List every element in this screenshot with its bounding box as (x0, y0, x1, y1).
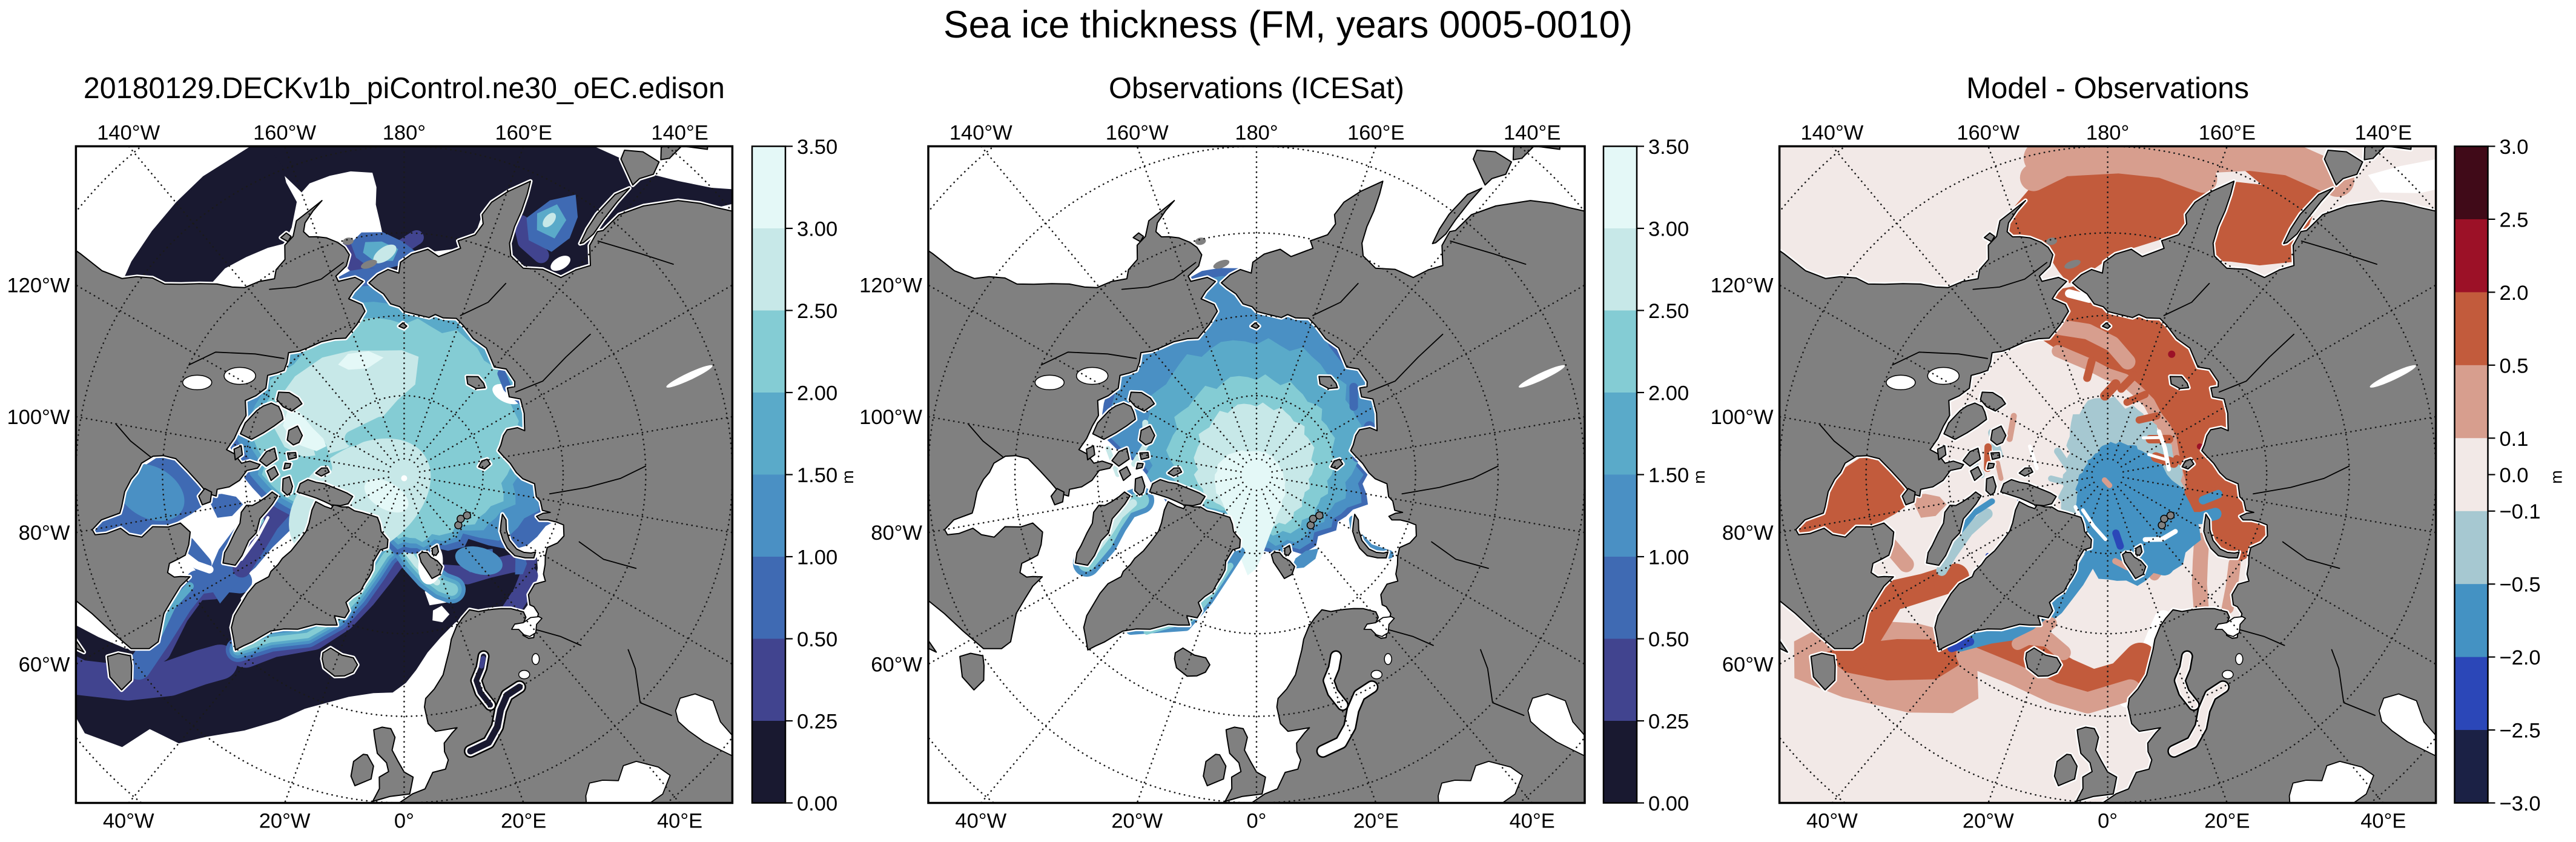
svg-text:−3.0: −3.0 (2500, 792, 2541, 815)
svg-text:2.5: 2.5 (2500, 208, 2529, 231)
svg-text:20°E: 20°E (1353, 810, 1399, 833)
svg-text:160°E: 160°E (495, 122, 552, 145)
svg-text:180°: 180° (383, 122, 426, 145)
svg-text:140°W: 140°W (97, 122, 160, 145)
svg-text:3.00: 3.00 (797, 218, 837, 241)
svg-text:0°: 0° (394, 810, 414, 833)
svg-text:1.50: 1.50 (1648, 464, 1689, 487)
svg-text:Observations (ICESat): Observations (ICESat) (1109, 72, 1404, 105)
svg-text:m: m (839, 470, 857, 484)
svg-text:m: m (1690, 470, 1708, 484)
svg-text:Model - Observations: Model - Observations (1966, 72, 2249, 105)
svg-text:3.50: 3.50 (1648, 136, 1689, 159)
svg-text:0.0: 0.0 (2500, 464, 2529, 487)
svg-text:100°W: 100°W (1711, 406, 1774, 429)
svg-text:3.00: 3.00 (1648, 218, 1689, 241)
svg-text:160°W: 160°W (1957, 122, 2020, 145)
svg-text:160°W: 160°W (1106, 122, 1169, 145)
svg-text:0.1: 0.1 (2500, 428, 2529, 451)
svg-text:60°W: 60°W (19, 654, 70, 677)
svg-text:2.0: 2.0 (2500, 282, 2529, 305)
svg-text:2.00: 2.00 (1648, 382, 1689, 405)
svg-text:3.0: 3.0 (2500, 136, 2529, 159)
svg-text:60°W: 60°W (871, 654, 922, 677)
svg-text:1.50: 1.50 (797, 464, 837, 487)
svg-text:20°W: 20°W (1111, 810, 1163, 833)
svg-text:m: m (2548, 470, 2566, 484)
svg-text:140°W: 140°W (1800, 122, 1863, 145)
svg-text:2.00: 2.00 (797, 382, 837, 405)
svg-text:20°W: 20°W (1963, 810, 2014, 833)
svg-text:40°E: 40°E (2360, 810, 2406, 833)
svg-text:100°W: 100°W (7, 406, 70, 429)
svg-text:−2.0: −2.0 (2500, 646, 2541, 669)
svg-text:0.00: 0.00 (1648, 792, 1689, 815)
svg-text:160°E: 160°E (2199, 122, 2256, 145)
svg-text:140°E: 140°E (1504, 122, 1560, 145)
svg-text:40°E: 40°E (657, 810, 702, 833)
svg-text:2.50: 2.50 (1648, 300, 1689, 323)
svg-text:80°W: 80°W (871, 522, 922, 545)
svg-text:80°W: 80°W (1722, 522, 1774, 545)
svg-text:0.50: 0.50 (797, 628, 837, 651)
svg-text:1.00: 1.00 (1648, 546, 1689, 569)
svg-text:180°: 180° (2086, 122, 2129, 145)
svg-text:0.25: 0.25 (1648, 711, 1689, 734)
svg-text:−0.5: −0.5 (2500, 574, 2541, 597)
svg-text:Sea ice thickness (FM, years 0: Sea ice thickness (FM, years 0005-0010) (943, 4, 1633, 46)
svg-text:0.5: 0.5 (2500, 354, 2529, 377)
svg-text:120°W: 120°W (859, 274, 922, 297)
svg-text:160°E: 160°E (1347, 122, 1404, 145)
svg-text:−2.5: −2.5 (2500, 720, 2541, 743)
svg-text:140°E: 140°E (2355, 122, 2412, 145)
svg-text:0°: 0° (2098, 810, 2118, 833)
svg-text:120°W: 120°W (1711, 274, 1774, 297)
svg-text:0.00: 0.00 (797, 792, 837, 815)
svg-text:180°: 180° (1235, 122, 1278, 145)
svg-text:40°W: 40°W (103, 810, 154, 833)
svg-text:80°W: 80°W (19, 522, 70, 545)
svg-text:1.00: 1.00 (797, 546, 837, 569)
svg-text:40°W: 40°W (955, 810, 1006, 833)
svg-text:20°E: 20°E (2204, 810, 2250, 833)
svg-text:40°W: 40°W (1806, 810, 1858, 833)
svg-text:2.50: 2.50 (797, 300, 837, 323)
svg-text:140°E: 140°E (651, 122, 708, 145)
svg-text:20°W: 20°W (259, 810, 311, 833)
svg-text:0.25: 0.25 (797, 711, 837, 734)
svg-text:60°W: 60°W (1722, 654, 1774, 677)
svg-text:−0.1: −0.1 (2500, 500, 2541, 523)
svg-text:120°W: 120°W (7, 274, 70, 297)
svg-text:0.50: 0.50 (1648, 628, 1689, 651)
svg-text:3.50: 3.50 (797, 136, 837, 159)
svg-text:20°E: 20°E (501, 810, 546, 833)
svg-text:100°W: 100°W (859, 406, 922, 429)
svg-text:160°W: 160°W (253, 122, 316, 145)
svg-text:20180129.DECKv1b_piControl.ne3: 20180129.DECKv1b_piControl.ne30_oEC.edis… (84, 72, 725, 105)
svg-text:0°: 0° (1247, 810, 1267, 833)
svg-text:40°E: 40°E (1510, 810, 1555, 833)
svg-text:140°W: 140°W (949, 122, 1012, 145)
